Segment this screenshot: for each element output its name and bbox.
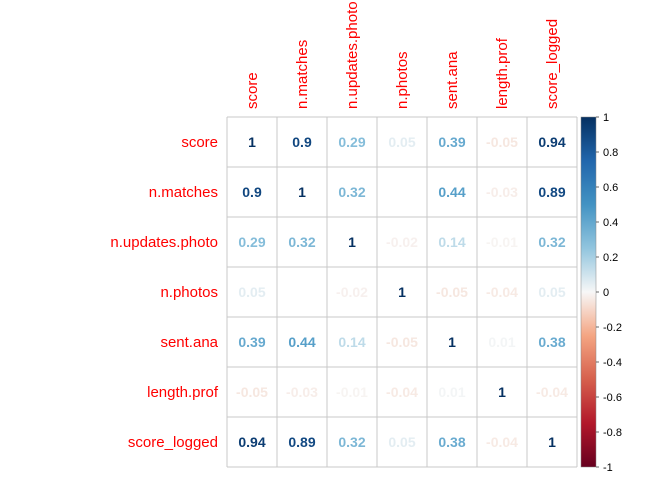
correlation-cells: 1 0.9 0.29 0.05 0.39 -0.05 0.94 0.9 1 0.32 0.44 -0.… <box>236 134 568 450</box>
legend-tick-label: -1 <box>603 462 613 474</box>
cell-value: 1 <box>348 234 356 250</box>
column-label: sent.ana <box>444 51 461 109</box>
cell-value: 1 <box>448 334 456 350</box>
legend-tick-label: 0.8 <box>603 147 618 159</box>
cell-value: 0.32 <box>338 184 365 200</box>
cell-value: 0.29 <box>338 134 365 150</box>
cell-value: 0.05 <box>238 284 265 300</box>
legend-tick-label: -0.6 <box>603 392 622 404</box>
column-label: n.matches <box>294 40 311 109</box>
cell-value: 0.32 <box>538 234 565 250</box>
cell-value: 1 <box>548 434 556 450</box>
cell-value: 0.05 <box>388 134 415 150</box>
cell-value: 0.14 <box>338 334 365 350</box>
cell-value: -0.04 <box>486 434 518 450</box>
legend-tick-label: 0.6 <box>603 182 618 194</box>
cell-value: -0.04 <box>386 384 418 400</box>
cell-value: 0.9 <box>242 184 262 200</box>
cell-value: -0.01 <box>486 234 518 250</box>
row-label: length.prof <box>147 384 219 401</box>
cell-value: -0.05 <box>386 334 418 350</box>
column-label: n.updates.photo <box>344 1 361 109</box>
cell-value: 0.94 <box>238 434 265 450</box>
cell-value: 0.44 <box>288 334 315 350</box>
row-label: score_logged <box>128 434 218 451</box>
cell-value: 1 <box>298 184 306 200</box>
cell-value: 0.89 <box>288 434 315 450</box>
cell-value: 0.39 <box>438 134 465 150</box>
cell-value: 0.32 <box>288 234 315 250</box>
cell-value: 0.39 <box>238 334 265 350</box>
cell-value: -0.01 <box>336 384 368 400</box>
grid-lines <box>226 116 578 468</box>
legend-tick-label: -0.4 <box>603 357 622 369</box>
cell-value: 0.44 <box>438 184 465 200</box>
cell-value: 0.05 <box>388 434 415 450</box>
cell-value: -0.05 <box>486 134 518 150</box>
legend-tick-label: 0.4 <box>603 217 618 229</box>
cell-value: 0.14 <box>438 234 465 250</box>
legend-tick-label: -0.8 <box>603 427 622 439</box>
row-label: n.updates.photo <box>110 234 218 251</box>
row-label: n.photos <box>160 284 218 301</box>
cell-value: 0.29 <box>238 234 265 250</box>
cell-value: -0.05 <box>236 384 268 400</box>
legend-tick-label: 1 <box>603 112 609 124</box>
column-label: score <box>244 72 261 109</box>
cell-value: -0.02 <box>336 284 368 300</box>
row-label: score <box>181 134 218 151</box>
legend-tick-label: -0.2 <box>603 322 622 334</box>
column-label: score_logged <box>544 19 561 109</box>
cell-value: 1 <box>398 284 406 300</box>
cell-value: 0.01 <box>488 334 515 350</box>
legend-tick-label: 0.2 <box>603 252 618 264</box>
cell-value: 0.89 <box>538 184 565 200</box>
row-labels: score n.matches n.updates.photo n.photos sen… <box>110 134 218 451</box>
cell-value: 0.32 <box>338 434 365 450</box>
cell-value: -0.05 <box>436 284 468 300</box>
column-labels: score n.matches n.updates.photo n.photos sen… <box>244 1 561 109</box>
cell-value: 0.38 <box>438 434 465 450</box>
row-label: sent.ana <box>160 334 218 351</box>
column-label: n.photos <box>394 51 411 109</box>
cell-value: 0.05 <box>538 284 565 300</box>
column-label: length.prof <box>494 37 511 109</box>
cell-value: -0.04 <box>536 384 568 400</box>
cell-value: -0.03 <box>486 184 518 200</box>
color-legend: 1 0.8 0.6 0.4 0.2 0 -0.2 -0.4 -0.6 -0.8 -1 <box>580 112 622 474</box>
cell-value: 0.94 <box>538 134 565 150</box>
legend-tick-label: 0 <box>603 287 609 299</box>
cell-value: -0.04 <box>486 284 518 300</box>
cell-value: -0.03 <box>286 384 318 400</box>
cell-value: 0.9 <box>292 134 312 150</box>
cell-value: 0.01 <box>438 384 465 400</box>
cell-value: 1 <box>248 134 256 150</box>
cell-value: 0.38 <box>538 334 565 350</box>
color-gradient-bar <box>580 116 597 468</box>
cell-value: 1 <box>498 384 506 400</box>
cell-value: -0.02 <box>386 234 418 250</box>
row-label: n.matches <box>149 184 218 201</box>
